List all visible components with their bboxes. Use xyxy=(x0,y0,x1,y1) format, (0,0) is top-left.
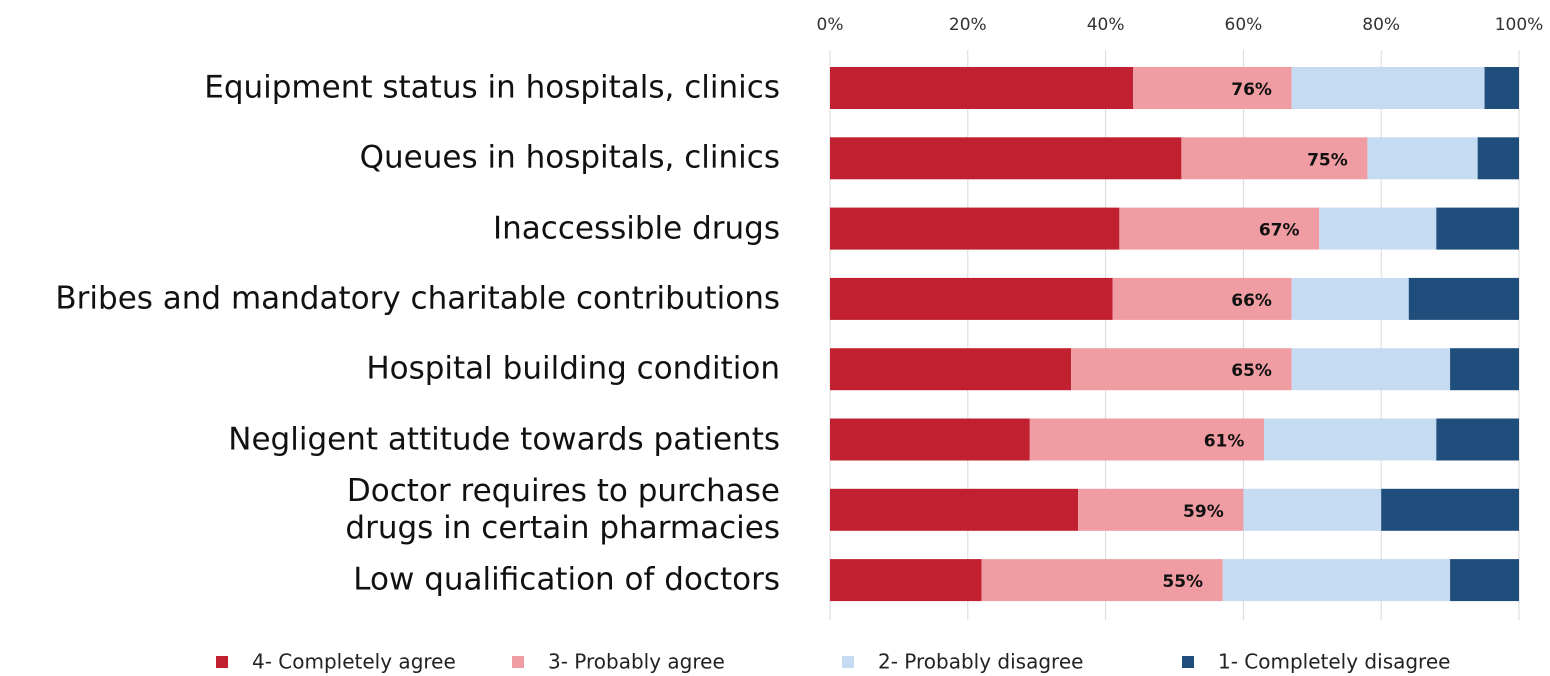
x-tick-label: 60% xyxy=(1225,15,1263,35)
total-label: 59% xyxy=(1183,502,1224,522)
category-label: Bribes and mandatory charitable contribu… xyxy=(55,280,780,317)
bar-segment xyxy=(1477,137,1519,180)
category-label: Inaccessible drugs xyxy=(493,210,780,247)
bar-segment xyxy=(1078,488,1244,531)
bar-segment xyxy=(1029,418,1265,461)
legend-swatch xyxy=(842,656,854,668)
bar-segment xyxy=(1181,137,1368,180)
bar-segment xyxy=(830,418,1030,461)
total-label: 66% xyxy=(1231,291,1272,311)
bar-segment xyxy=(830,488,1079,531)
bar-segment xyxy=(1071,348,1292,391)
bar-segment xyxy=(981,559,1223,602)
bar-segment xyxy=(1367,137,1478,180)
bar-segment xyxy=(830,207,1120,250)
category-label: Doctor requires to purchase drugs in cer… xyxy=(345,472,780,546)
bar-segment xyxy=(830,137,1182,180)
category-label: Queues in hospitals, clinics xyxy=(359,139,780,176)
category-label: Negligent attitude towards patients xyxy=(228,421,780,457)
bar-segment xyxy=(1291,348,1451,391)
bar-segment xyxy=(1291,277,1409,320)
bar-segment xyxy=(1450,348,1519,391)
bar-segment xyxy=(1436,418,1519,461)
x-tick-label: 20% xyxy=(949,15,987,35)
bar-segment xyxy=(1112,277,1292,320)
total-label: 67% xyxy=(1259,221,1300,241)
bar-segment xyxy=(1133,67,1292,109)
legend-swatch xyxy=(216,656,228,668)
legend-label: 1- Completely disagree xyxy=(1218,650,1450,674)
x-tick-label: 40% xyxy=(1087,15,1125,35)
bar-segment xyxy=(1264,418,1437,461)
category-label: Low qualification of doctors xyxy=(353,561,780,598)
category-label: Equipment status in hospitals, clinics xyxy=(204,69,780,106)
x-tick-label: 100% xyxy=(1495,15,1544,35)
total-label: 65% xyxy=(1231,361,1272,381)
bar-segment xyxy=(1408,277,1519,320)
bar-segment xyxy=(1450,559,1519,602)
legend-label: 2- Probably disagree xyxy=(878,650,1083,674)
legend-label: 4- Completely agree xyxy=(252,650,456,674)
legend-swatch xyxy=(1182,656,1194,668)
bar-segment xyxy=(1243,488,1382,531)
legend-label: 3- Probably agree xyxy=(548,650,725,674)
total-label: 76% xyxy=(1231,80,1272,100)
x-tick-label: 80% xyxy=(1362,15,1400,35)
x-tick-label: 0% xyxy=(817,15,844,35)
bar-segment xyxy=(830,67,1134,109)
bar-segment xyxy=(830,559,982,602)
bar-segment xyxy=(1381,488,1519,531)
category-label: Hospital building condition xyxy=(366,350,780,387)
total-label: 55% xyxy=(1162,572,1203,592)
bar-segment xyxy=(830,277,1113,320)
bar-segment xyxy=(1119,207,1320,250)
bar-segment xyxy=(1222,559,1451,602)
total-label: 61% xyxy=(1204,432,1245,452)
total-label: 75% xyxy=(1307,150,1348,170)
bar-segment xyxy=(1319,207,1437,250)
bar-segment xyxy=(1484,67,1519,109)
bar-segment xyxy=(1436,207,1519,250)
legend-swatch xyxy=(512,656,524,668)
bar-segment xyxy=(830,348,1072,391)
bar-segment xyxy=(1291,67,1485,109)
